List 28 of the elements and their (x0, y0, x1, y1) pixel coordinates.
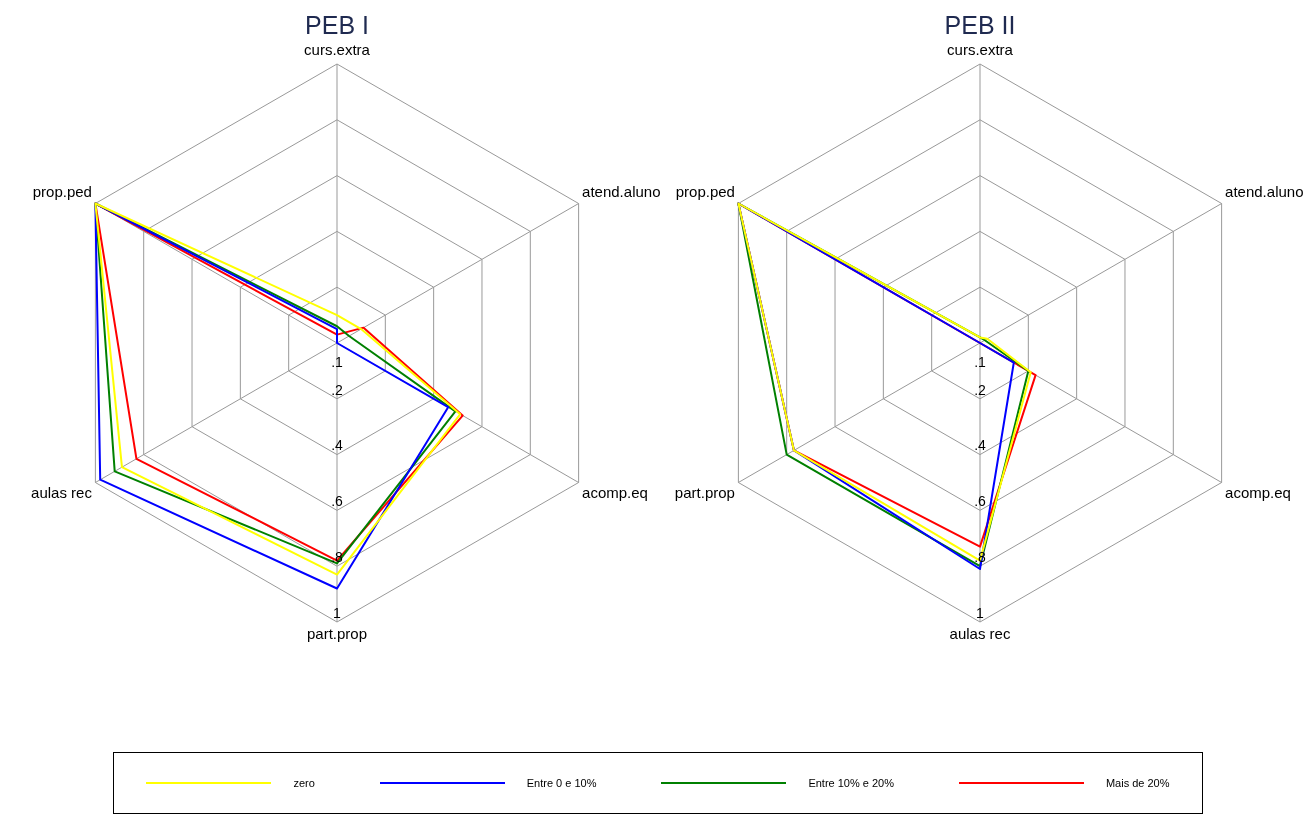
y-tick-label: .6 (974, 493, 987, 510)
text: Entre 10% e 20% (808, 777, 895, 789)
y-tick-label: .1 (331, 353, 344, 370)
text: Entre 0 e 10% (526, 777, 597, 789)
y-tick-label: .6 (331, 493, 344, 510)
spoke-label: aulas rec (31, 483, 93, 501)
spoke-label: prop.ped (32, 182, 92, 200)
spoke-label: acomp.eq (582, 483, 648, 501)
y-tick-label: .4 (974, 437, 987, 454)
y-tick-label: .2 (974, 381, 987, 398)
spoke-label: aulas rec (949, 625, 1011, 643)
text: zero (293, 777, 315, 789)
spoke-label: atend.aluno (1225, 182, 1304, 200)
spoke-label: acomp.eq (1225, 483, 1291, 501)
chart-title: PEB I (305, 10, 369, 39)
chart-title: PEB II (944, 10, 1016, 39)
y-tick-label: .4 (331, 437, 344, 454)
spoke-label: curs.extra (947, 41, 1014, 59)
y-tick-label: .2 (331, 381, 344, 398)
spoke-label: prop.ped (675, 182, 735, 200)
y-tick-label: 1 (976, 604, 985, 621)
spoke-label: part.prop (306, 625, 368, 643)
spoke-label: part.prop (674, 483, 735, 501)
y-tick-label: 1 (333, 604, 342, 621)
text: Mais de 20% (1105, 777, 1170, 789)
spoke-label: atend.aluno (582, 182, 661, 200)
spoke-label: curs.extra (304, 41, 371, 59)
y-tick-label: .1 (974, 353, 987, 370)
